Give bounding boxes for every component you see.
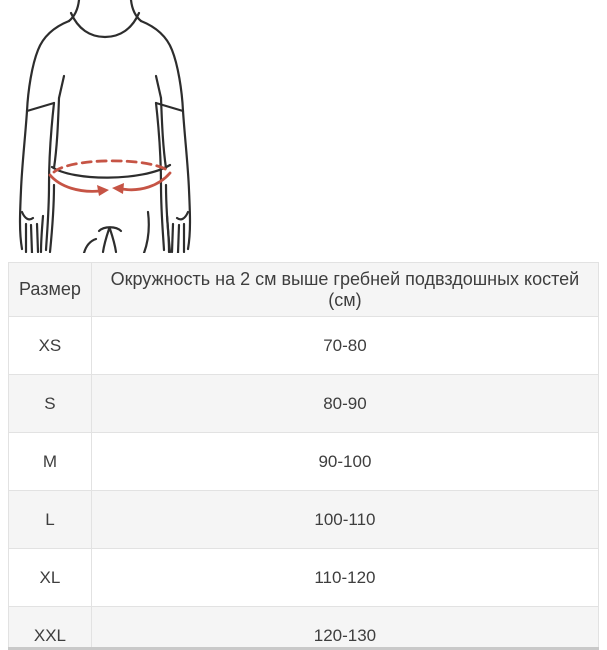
size-chart-section: Размер Окружность на 2 см выше гребней п… <box>8 262 599 650</box>
measurement-arrow-right <box>120 171 172 192</box>
size-table-header-row: Размер Окружность на 2 см выше гребней п… <box>8 262 599 317</box>
circumference-cell: 120-130 <box>90 606 599 650</box>
size-cell: XS <box>8 316 92 375</box>
table-row-s: S 80-90 <box>8 374 599 433</box>
circumference-cell: 80-90 <box>90 374 599 433</box>
measurement-arrowheads <box>97 183 124 196</box>
table-row-l: L 100-110 <box>8 490 599 549</box>
measurement-ellipse <box>48 159 172 193</box>
circumference-cell: 70-80 <box>90 316 599 375</box>
header-size-label: Размер <box>8 262 92 317</box>
size-table: Размер Окружность на 2 см выше гребней п… <box>8 262 599 650</box>
header-circumference-label: Окружность на 2 см выше гребней подвздош… <box>90 262 599 317</box>
measurement-arrow-left <box>48 173 102 193</box>
size-cell: M <box>8 432 92 491</box>
table-row-xs: XS 70-80 <box>8 316 599 375</box>
torso-outline <box>18 0 192 255</box>
torso-measurement-illustration <box>0 0 220 255</box>
size-cell: XL <box>8 548 92 607</box>
table-row-m: M 90-100 <box>8 432 599 491</box>
circumference-cell: 100-110 <box>90 490 599 549</box>
size-cell: XXL <box>8 606 92 650</box>
size-cell: L <box>8 490 92 549</box>
torso-illustration-svg <box>18 0 192 255</box>
table-row-xl: XL 110-120 <box>8 548 599 607</box>
table-row-xxl: XXL 120-130 <box>8 606 599 650</box>
circumference-cell: 90-100 <box>90 432 599 491</box>
size-cell: S <box>8 374 92 433</box>
table-bottom-edge <box>8 647 599 650</box>
measurement-ellipse-dashed-arc <box>52 159 169 174</box>
circumference-cell: 110-120 <box>90 548 599 607</box>
